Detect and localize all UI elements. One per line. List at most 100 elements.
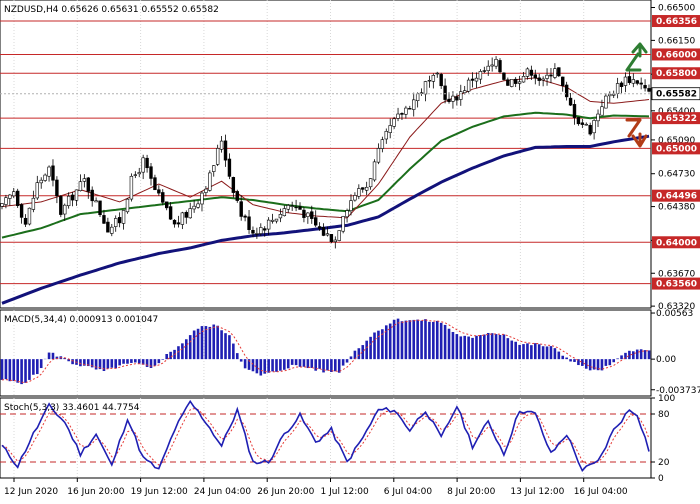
time-tick-label: 1 Jul 12:00 bbox=[321, 487, 370, 497]
macd-bar bbox=[158, 359, 161, 363]
candle-body bbox=[514, 79, 517, 83]
candle-body bbox=[165, 202, 168, 208]
candle-body bbox=[593, 120, 596, 132]
candle-body bbox=[67, 196, 70, 205]
candle-body bbox=[616, 83, 619, 93]
macd-bar bbox=[405, 321, 408, 360]
candle-body bbox=[259, 227, 262, 233]
candle-body bbox=[401, 113, 404, 114]
macd-bar bbox=[550, 346, 553, 359]
candle-body bbox=[75, 190, 78, 200]
candle-body bbox=[620, 83, 623, 87]
macd-bar bbox=[440, 323, 443, 359]
candle-body bbox=[150, 167, 153, 179]
level-label: 0.64496 bbox=[656, 192, 697, 202]
candle-body bbox=[40, 180, 43, 183]
macd-bar bbox=[212, 325, 215, 360]
candle-body bbox=[377, 148, 380, 162]
macd-bar bbox=[48, 353, 51, 360]
macd-bar bbox=[279, 359, 282, 371]
candle-body bbox=[91, 190, 94, 201]
time-tick-label: 13 Jul 12:00 bbox=[510, 487, 564, 497]
macd-bar bbox=[503, 334, 506, 359]
macd-bar bbox=[110, 359, 113, 368]
candle-body bbox=[338, 231, 341, 241]
candle-body bbox=[318, 227, 321, 229]
macd-bar bbox=[260, 359, 263, 375]
macd-bar bbox=[565, 358, 568, 360]
candle-body bbox=[83, 179, 86, 182]
candle-body bbox=[624, 77, 627, 85]
candle-body bbox=[310, 212, 313, 219]
candle-body bbox=[424, 82, 427, 95]
candle-body bbox=[212, 166, 215, 172]
level-label: 0.65800 bbox=[656, 69, 697, 79]
macd-bar bbox=[330, 359, 333, 372]
candle-body bbox=[20, 205, 23, 218]
macd-bar bbox=[303, 359, 306, 367]
time-tick-label: 8 Jul 20:00 bbox=[447, 487, 496, 497]
candle-body bbox=[436, 73, 439, 74]
level-label: 0.66356 bbox=[656, 17, 697, 27]
candle-body bbox=[538, 78, 541, 81]
candle-body bbox=[279, 214, 282, 218]
candle-body bbox=[499, 60, 502, 71]
candle-body bbox=[487, 66, 490, 71]
candle-body bbox=[357, 189, 360, 197]
price-tick-label: 0.64380 bbox=[658, 203, 695, 213]
candle-body bbox=[428, 80, 431, 81]
candle-body bbox=[232, 177, 235, 192]
macd-bar bbox=[185, 339, 188, 359]
macd-bar bbox=[79, 359, 82, 366]
macd-bar bbox=[291, 359, 294, 365]
candle-body bbox=[561, 77, 564, 86]
macd-bar bbox=[636, 350, 639, 360]
candle-body bbox=[306, 213, 309, 217]
macd-bar bbox=[401, 321, 404, 359]
candle-body bbox=[522, 76, 525, 82]
macd-bar bbox=[605, 359, 608, 366]
macd-bar bbox=[209, 327, 212, 359]
macd-bar bbox=[134, 359, 137, 362]
macd-bar bbox=[491, 333, 494, 359]
macd-bar bbox=[177, 346, 180, 359]
macd-bar bbox=[436, 321, 439, 359]
candle-body bbox=[330, 234, 333, 241]
macd-bar bbox=[161, 359, 164, 360]
candle-body bbox=[138, 173, 141, 174]
macd-bar bbox=[318, 359, 321, 369]
candle-body bbox=[455, 97, 458, 100]
candle-body bbox=[103, 215, 106, 223]
candle-body bbox=[275, 219, 278, 221]
candle-body bbox=[636, 81, 639, 84]
candle-body bbox=[577, 117, 580, 123]
current-price-label: 0.65582 bbox=[656, 90, 697, 100]
candle-body bbox=[581, 123, 584, 125]
candle-body bbox=[283, 209, 286, 216]
time-tick-label: 16 Jun 20:00 bbox=[67, 487, 124, 497]
candle-body bbox=[220, 141, 223, 149]
candle-body bbox=[189, 209, 192, 218]
macd-bar bbox=[334, 359, 337, 371]
macd-bar bbox=[283, 359, 286, 370]
macd-bar bbox=[542, 346, 545, 359]
candle-body bbox=[393, 119, 396, 127]
candle-body bbox=[55, 180, 58, 196]
macd-bar bbox=[40, 359, 43, 368]
macd-bar bbox=[165, 354, 168, 359]
macd-bar bbox=[420, 321, 423, 359]
candle-body bbox=[228, 159, 231, 176]
macd-bar bbox=[561, 356, 564, 359]
candle-body bbox=[632, 80, 635, 84]
macd-bar bbox=[518, 345, 521, 359]
price-tick-label: 0.64730 bbox=[658, 170, 695, 180]
macd-bar bbox=[220, 330, 223, 359]
macd-bar bbox=[267, 359, 270, 373]
candle-body bbox=[267, 220, 270, 229]
macd-bar bbox=[573, 359, 576, 362]
macd-bar bbox=[385, 325, 388, 359]
macd-bar bbox=[558, 352, 561, 360]
candle-body bbox=[79, 182, 82, 191]
candle-body bbox=[589, 125, 592, 134]
macd-bar bbox=[534, 343, 537, 359]
